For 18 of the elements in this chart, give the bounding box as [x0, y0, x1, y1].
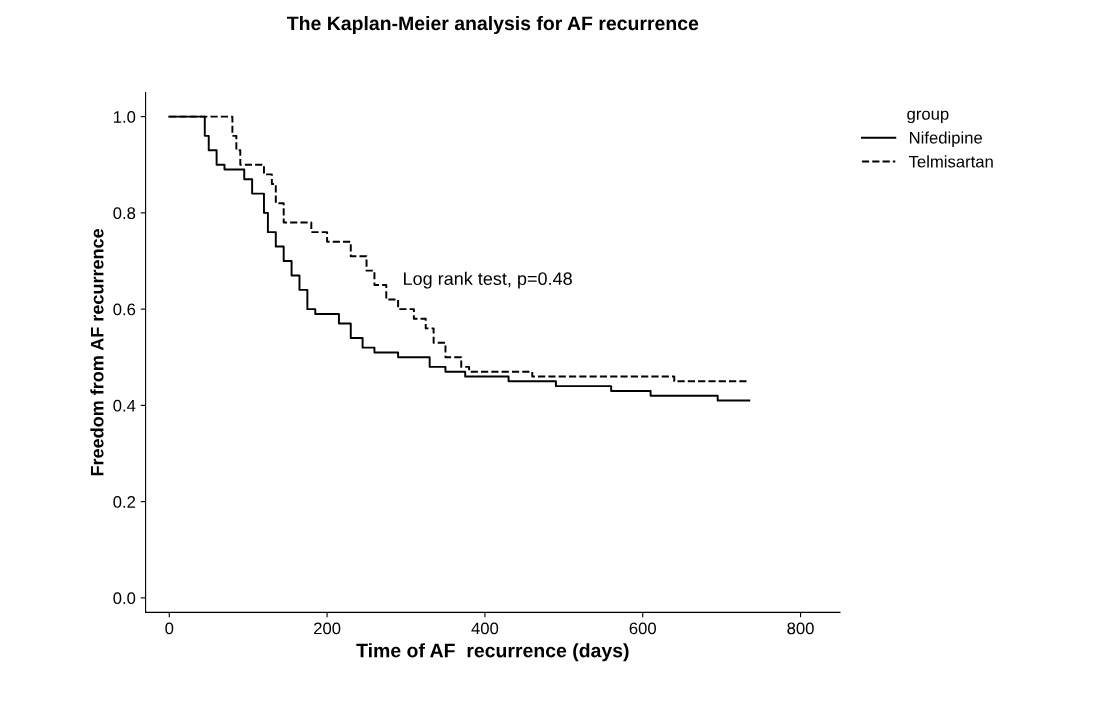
y-tick-label: 1.0	[113, 111, 136, 123]
x-tick-label: 800	[787, 622, 814, 635]
x-tick-label: 600	[629, 622, 656, 635]
y-tick-label: 0.6	[113, 303, 136, 316]
y-tick-label: 0.8	[113, 207, 136, 220]
x-tick-label: 200	[314, 622, 341, 635]
legend-title: group	[907, 110, 949, 124]
annotation: Log rank test, p=0.48	[404, 271, 572, 289]
x-tick-label: 400	[471, 622, 499, 635]
x-tick-label: 0	[165, 622, 174, 635]
legend-label: Telmisartan	[908, 155, 993, 168]
y-tick-label: 0.4	[113, 399, 136, 412]
y-tick-label: 0.0	[113, 592, 136, 605]
y-axis-title: Freedom from AF recurrence	[90, 228, 104, 476]
chart-title: The Kaplan-Meier analysis for AF recurrence	[287, 15, 699, 35]
legend-label: Nifedipine	[909, 131, 982, 147]
x-axis-title: Time of AF recurrence (days)	[356, 643, 629, 662]
y-tick-label: 0.2	[113, 496, 136, 508]
